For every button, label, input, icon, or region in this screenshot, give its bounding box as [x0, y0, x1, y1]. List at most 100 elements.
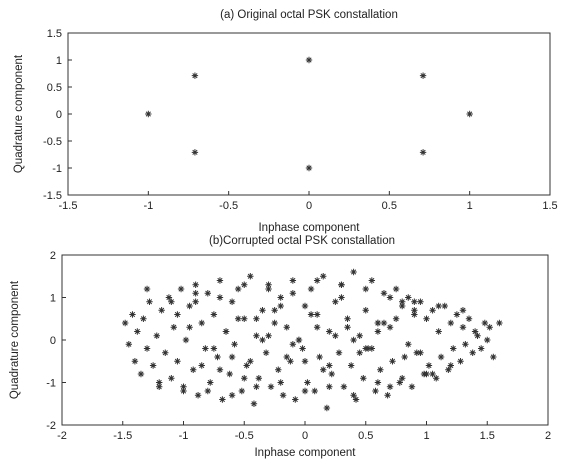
plot-b-point: [131, 358, 139, 365]
plot-b-point: [143, 285, 151, 293]
plot-b-point: [121, 319, 129, 327]
plot-b-x-tick-label: 1: [423, 430, 429, 442]
plot-b-point: [486, 324, 493, 331]
plot-b-point: [380, 319, 388, 327]
plot-a-point: [145, 110, 152, 118]
plot-b-point: [399, 375, 406, 382]
plot-b-point: [344, 324, 351, 331]
plot-b-point: [413, 349, 420, 356]
plot-b-title: (b)Corrupted octal PSK constallation: [209, 235, 395, 247]
plot-b-point: [295, 336, 303, 344]
plot-a-points: [145, 56, 473, 172]
plot-b-point: [328, 370, 335, 378]
plot-b-point: [241, 315, 248, 322]
plot-b-point: [149, 362, 157, 369]
plot-b-point: [435, 328, 442, 335]
plot-b-point: [174, 358, 181, 365]
plot-b-point: [125, 341, 133, 348]
plot-b-point: [408, 383, 416, 390]
plot-b-point: [356, 332, 363, 339]
plot-b-point: [253, 315, 260, 322]
plot-a-y-tick-label: 0.5: [47, 82, 62, 94]
plot-b-point: [423, 315, 430, 322]
plot-a-y-tick-label: 1: [56, 55, 62, 67]
plot-b-point: [356, 349, 363, 356]
plot-b-point: [168, 298, 175, 305]
plot-b-point: [277, 379, 284, 386]
plot-b-point: [469, 349, 476, 356]
plot-b-point: [338, 294, 345, 301]
plot-b-point: [143, 345, 151, 352]
plot-b-point: [405, 341, 412, 348]
plot-b-point: [411, 311, 418, 318]
plot-b-point: [307, 311, 315, 318]
plot-b-x-tick-label: -1.5: [113, 430, 132, 442]
plot-a-x-tick-label: 0.5: [382, 200, 397, 212]
plot-b-point: [137, 370, 145, 378]
plot-b-point: [496, 319, 503, 327]
plot-b-point: [170, 324, 177, 331]
plot-a-y-tick-label: 1.5: [47, 28, 62, 40]
plot-b-point: [313, 311, 321, 318]
plot-b-point: [307, 285, 315, 293]
plot-b-point: [462, 341, 469, 348]
plot-b-point: [283, 353, 290, 361]
plot-b-point: [228, 298, 236, 305]
plot-a-x-tick-label: -1.5: [59, 200, 78, 212]
plot-b-point: [129, 311, 136, 318]
plot-b-point: [304, 379, 311, 386]
plot-a-point: [191, 149, 199, 156]
plot-b-point: [202, 345, 209, 352]
plot-b-point: [384, 392, 391, 399]
plot-b-point: [350, 268, 357, 276]
plot-b-point: [216, 277, 224, 284]
plot-b-y-tick-label: 0: [50, 335, 56, 347]
plot-b-point: [301, 358, 309, 365]
plot-b-point: [401, 353, 408, 361]
plot-a-y-tick-label: -1.5: [43, 190, 62, 202]
plot-b-point: [396, 379, 403, 386]
plot-b-point: [241, 281, 248, 288]
plot-b-point: [192, 281, 199, 288]
plot-b-point: [392, 285, 400, 293]
plot-b-point: [459, 324, 467, 331]
plot-b-point: [411, 298, 418, 305]
plot-b-point: [214, 353, 221, 361]
plot-b-point: [350, 336, 357, 344]
plot-b-point: [447, 319, 454, 327]
plot-a-point: [305, 56, 313, 64]
plot-b-point: [313, 324, 321, 331]
plot-b-point: [194, 392, 202, 399]
plot-b-point: [352, 396, 360, 403]
plot-b-point: [259, 307, 266, 314]
plot-b-x-tick-label: -1: [179, 430, 189, 442]
plot-b-point: [234, 285, 242, 293]
plot-b-point: [417, 349, 424, 356]
plot-b-point: [377, 366, 384, 373]
plot-b-point: [186, 302, 193, 310]
plot-a-point: [419, 149, 427, 156]
plot-b-point: [465, 315, 473, 322]
plot-b-point: [437, 353, 445, 361]
plot-b-point: [459, 307, 467, 314]
plot-b-point: [253, 332, 260, 339]
plot-b-point: [386, 383, 394, 390]
plot-b-point: [453, 311, 461, 318]
plot-b-point: [447, 362, 454, 369]
plot-b-point: [162, 349, 169, 356]
plot-b-point: [474, 332, 481, 339]
plot-b-point: [182, 336, 190, 344]
plot-b-x-tick-label: 0: [302, 430, 308, 442]
plot-b-point: [271, 319, 278, 327]
plot-b-point: [259, 336, 266, 344]
plot-b-point: [192, 290, 199, 297]
plot-b-point: [279, 392, 287, 399]
plot-b-points: [121, 268, 503, 412]
plot-b-point: [450, 345, 457, 352]
plot-b-point: [344, 315, 351, 322]
plot-b-x-tick-label: 0.5: [358, 430, 373, 442]
plot-b-point: [362, 307, 369, 314]
plot-b-point: [386, 294, 394, 301]
plot-b-point: [368, 345, 376, 352]
plot-a-point: [419, 72, 427, 79]
